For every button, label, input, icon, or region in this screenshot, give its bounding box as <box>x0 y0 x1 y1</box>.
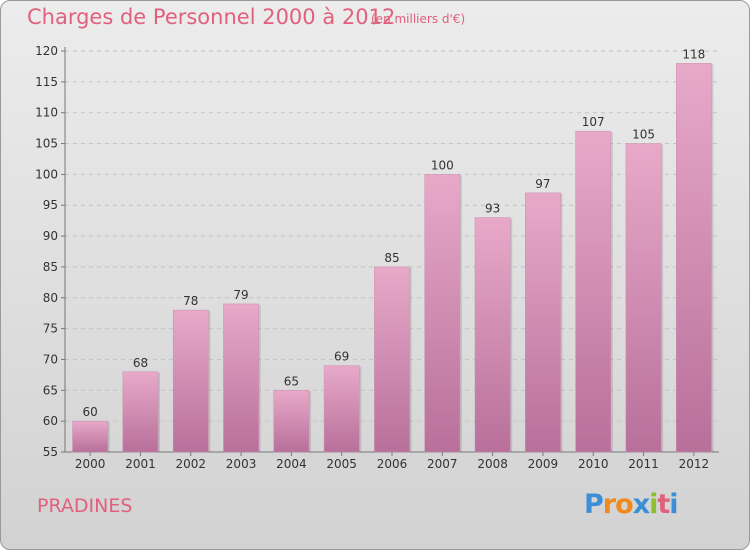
logo-letter: i <box>649 489 658 520</box>
y-tick-label: 110 <box>35 106 58 120</box>
logo-letter: r <box>602 489 616 520</box>
axes: 55 60 65 70 75 80 85 90 95 100 105 110 115 120 2000 200… <box>35 44 719 471</box>
data-label-2005: 69 <box>334 350 349 364</box>
chart-subtitle: (en milliers d'€) <box>371 12 466 26</box>
logo-letter: t <box>657 489 670 520</box>
y-tick-label: 105 <box>35 137 58 151</box>
y-tick-label: 65 <box>43 383 58 397</box>
data-label-2010: 107 <box>582 115 605 129</box>
bar-2007 <box>424 174 461 453</box>
y-tick-label: 95 <box>43 198 58 212</box>
y-tick-label: 115 <box>35 75 58 89</box>
bar-2002 <box>172 309 209 453</box>
x-tick-label-2003: 2003 <box>226 457 257 471</box>
data-label-2007: 100 <box>431 158 454 172</box>
labels: 60 68 78 79 65 69 85 100 93 97 107 105 118 <box>83 47 706 419</box>
x-tick-label-2000: 2000 <box>75 457 106 471</box>
place-name: PRADINES <box>37 495 133 517</box>
bar-2001 <box>122 371 159 453</box>
bar-2003 <box>223 303 259 453</box>
bar-2010 <box>575 130 612 453</box>
bar-2000 <box>72 420 109 453</box>
y-tick-label: 120 <box>35 44 58 58</box>
bar-2006 <box>374 266 410 453</box>
y-tick-label: 70 <box>43 352 58 366</box>
x-tick-label-2012: 2012 <box>679 457 710 471</box>
logo-letter: x <box>632 489 650 520</box>
y-tick-label: 75 <box>43 322 58 336</box>
x-tick-label-2002: 2002 <box>175 457 206 471</box>
y-tick-label: 60 <box>43 414 58 428</box>
data-label-2009: 97 <box>535 177 550 191</box>
bar-2011 <box>625 143 662 453</box>
y-tick-label: 80 <box>43 291 58 305</box>
x-tick-label-2004: 2004 <box>276 457 307 471</box>
y-tick-label: 100 <box>35 167 58 181</box>
data-label-2002: 78 <box>183 294 198 308</box>
bar-2008 <box>474 217 511 453</box>
data-label-2001: 68 <box>133 356 148 370</box>
logo-letter: o <box>615 489 634 520</box>
data-label-2004: 65 <box>284 374 299 388</box>
bar-2009 <box>525 192 561 453</box>
y-tick-label: 85 <box>43 260 58 274</box>
y-tick-label: 90 <box>43 229 58 243</box>
logo-letter: P <box>584 489 604 520</box>
data-label-2006: 85 <box>384 251 399 265</box>
x-tick-label-2008: 2008 <box>477 457 508 471</box>
data-label-2008: 93 <box>485 202 500 216</box>
x-tick-label-2010: 2010 <box>578 457 609 471</box>
data-label-2003: 79 <box>233 288 248 302</box>
x-tick-label-2001: 2001 <box>125 457 156 471</box>
bar-2012 <box>675 63 712 453</box>
bar-2004 <box>273 390 310 453</box>
logo-letter: i <box>669 489 678 520</box>
data-label-2012: 118 <box>682 47 705 61</box>
bar-2005 <box>323 365 360 453</box>
x-tick-label-2005: 2005 <box>326 457 357 471</box>
x-tick-label-2009: 2009 <box>528 457 559 471</box>
proxiti-logo: Proxiti <box>584 489 679 520</box>
x-tick-label-2011: 2011 <box>628 457 659 471</box>
y-tick-label: 55 <box>43 445 58 459</box>
x-tick-label-2006: 2006 <box>377 457 408 471</box>
bars <box>72 63 714 453</box>
data-label-2011: 105 <box>632 128 655 142</box>
x-tick-label-2007: 2007 <box>427 457 458 471</box>
chart-title: Charges de Personnel 2000 à 2012 <box>27 5 396 29</box>
data-label-2000: 60 <box>83 405 98 419</box>
